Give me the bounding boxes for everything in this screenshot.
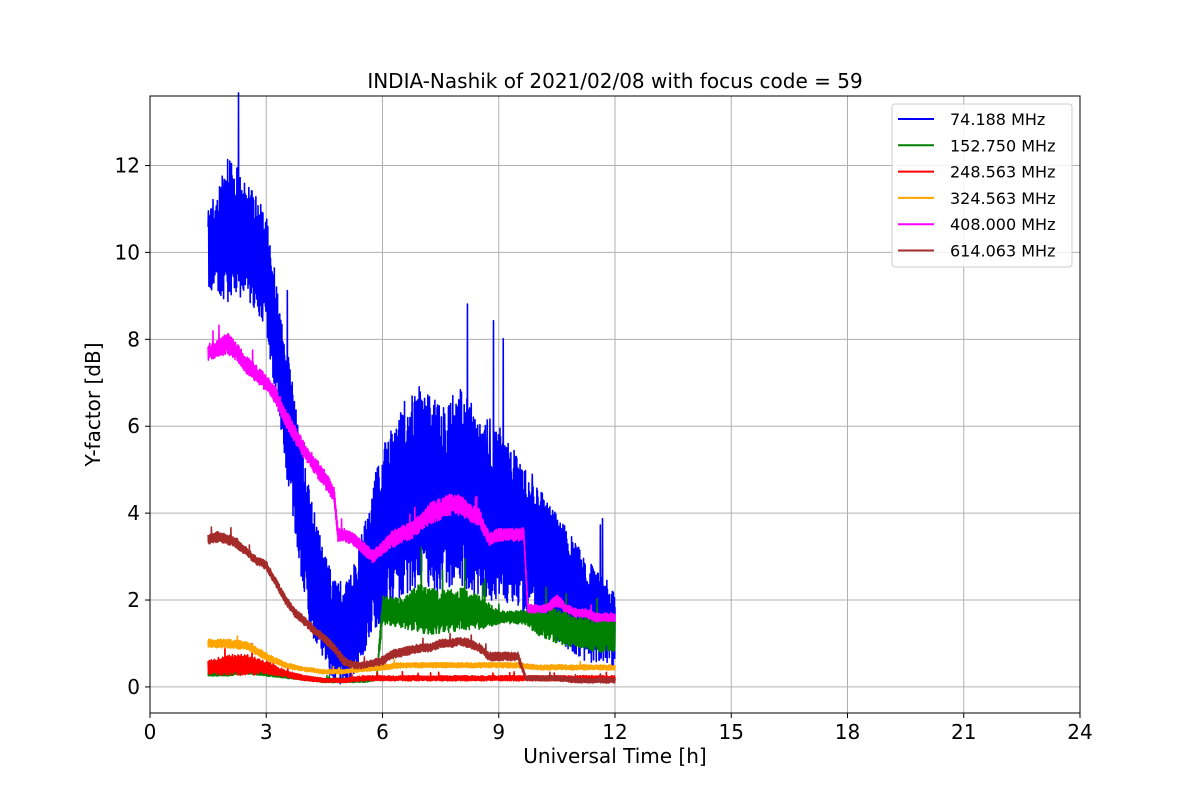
legend-label-4: 408.000 MHz [950, 215, 1055, 234]
series-line-0 [207, 92, 616, 685]
y-tick-label: 0 [127, 675, 140, 699]
y-tick-label: 10 [115, 240, 140, 264]
legend-label-2: 248.563 MHz [950, 163, 1055, 182]
x-tick-label: 24 [1067, 720, 1092, 744]
x-tick-label: 15 [719, 720, 744, 744]
legend-label-3: 324.563 MHz [950, 189, 1055, 208]
series-line-4 [207, 324, 616, 623]
legend-label-0: 74.188 MHz [950, 110, 1045, 129]
y-tick-label: 6 [127, 414, 140, 438]
series-line-3 [207, 635, 616, 675]
y-axis: 0 2 4 6 8 10 12 [115, 154, 150, 699]
x-tick-label: 18 [835, 720, 860, 744]
x-tick-label: 9 [492, 720, 505, 744]
y-tick-label: 2 [127, 588, 140, 612]
y-tick-label: 4 [127, 501, 140, 525]
x-tick-label: 21 [951, 720, 976, 744]
y-tick-label: 12 [115, 154, 140, 178]
x-axis-label: Universal Time [h] [523, 744, 706, 768]
x-tick-label: 0 [144, 720, 157, 744]
chart-title: INDIA-Nashik of 2021/02/08 with focus co… [367, 69, 862, 93]
legend-box [891, 103, 1073, 268]
x-tick-label: 6 [376, 720, 389, 744]
legend-label-1: 152.750 MHz [950, 136, 1055, 155]
x-tick-label: 12 [602, 720, 627, 744]
x-axis: 0 3 6 9 12 15 18 21 24 [144, 713, 1093, 744]
series-layer [207, 92, 616, 685]
series-line-5 [207, 526, 616, 684]
legend: 74.188 MHz 152.750 MHz 248.563 MHz 324.563 … [891, 103, 1073, 268]
y-tick-label: 8 [127, 327, 140, 351]
legend-label-5: 614.063 MHz [950, 242, 1055, 261]
y-axis-label: Y-factor [dB] [81, 342, 105, 467]
x-tick-label: 3 [260, 720, 273, 744]
